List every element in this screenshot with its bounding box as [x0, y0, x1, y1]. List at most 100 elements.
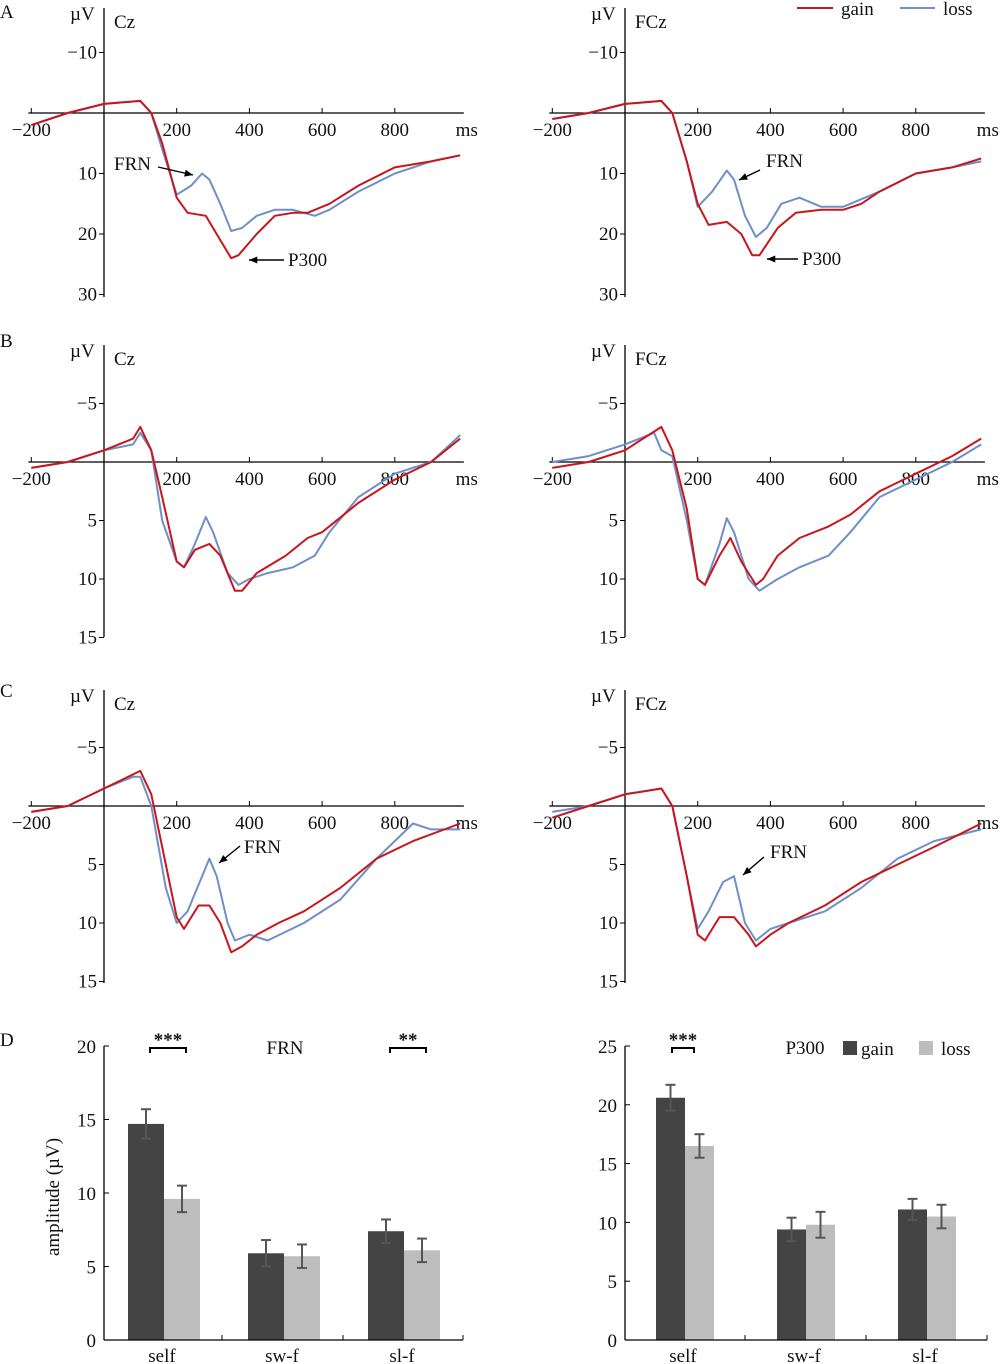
gain-bar-self: [128, 1123, 164, 1340]
gain-bar-sl-f: [898, 1209, 927, 1340]
x-tick-label: 400: [235, 813, 264, 834]
category-label: self: [669, 1346, 697, 1364]
arrowhead-icon: [743, 866, 752, 875]
x-tick-label: −200: [12, 469, 51, 490]
category-label: sw-f: [787, 1346, 821, 1364]
y-tick-label: 10: [599, 569, 618, 590]
arrowhead-icon: [767, 255, 776, 263]
category-label: sl-f: [389, 1346, 415, 1364]
y-tick-label: 0: [87, 1331, 97, 1352]
loss-bar-sl-f: [404, 1250, 440, 1340]
y-tick-label: 10: [78, 913, 97, 934]
y-axis-unit: µV: [70, 686, 95, 707]
y-tick-label: 20: [78, 224, 97, 245]
x-tick-label: 200: [162, 469, 191, 490]
x-axis-unit: ms: [977, 813, 999, 834]
p300-annotation: P300: [802, 249, 841, 270]
bar-chart-title: FRN: [267, 1038, 304, 1059]
loss-bar-self: [164, 1198, 200, 1340]
y-tick-label: 10: [78, 164, 97, 185]
y-tick-label: 0: [608, 1331, 618, 1352]
y-axis-label: amplitude (µV): [43, 1138, 64, 1256]
y-tick-label: 15: [599, 628, 618, 649]
panel-letter-b: B: [0, 331, 13, 352]
x-tick-label: 200: [162, 120, 191, 141]
category-label: self: [148, 1346, 176, 1364]
y-axis-unit: µV: [591, 341, 616, 362]
x-tick-label: 600: [308, 469, 337, 490]
y-tick-label: 5: [608, 1272, 618, 1293]
panel-letter-a: A: [0, 2, 14, 23]
y-axis-unit: µV: [591, 686, 616, 707]
p300-annotation: P300: [288, 250, 327, 271]
erp-panel-c-fcz: µV FCz −5 5 10 15 −200 200 400 600 800 ms FRN: [533, 686, 999, 993]
y-tick-label: 30: [599, 285, 618, 306]
x-tick-label: 200: [683, 469, 712, 490]
loss-bar-self: [685, 1145, 714, 1340]
gain-waveform: [31, 769, 461, 954]
channel-label: FCz: [635, 694, 667, 715]
significance-stars: ***: [154, 1030, 183, 1051]
x-tick-label: 200: [683, 120, 712, 141]
x-axis-unit: ms: [456, 813, 478, 834]
x-tick-label: 400: [235, 469, 264, 490]
x-tick-label: −200: [533, 813, 572, 834]
y-tick-label: 15: [78, 972, 97, 993]
x-tick-label: −200: [533, 120, 572, 141]
arrowhead-icon: [249, 256, 258, 264]
x-tick-label: 600: [308, 120, 337, 141]
significance-bracket: [149, 1047, 187, 1053]
x-tick-label: 600: [829, 469, 858, 490]
legend-gain-label: gain: [861, 1039, 894, 1060]
y-tick-label: 25: [598, 1037, 617, 1058]
loss-waveform: [552, 431, 982, 592]
y-axis-unit: µV: [70, 4, 95, 25]
x-tick-label: −200: [12, 120, 51, 141]
y-tick-label: 15: [598, 1155, 617, 1176]
x-tick-label: −200: [12, 813, 51, 834]
y-tick-label: 30: [78, 285, 97, 306]
panel-letter-c: C: [0, 681, 13, 702]
significance-bracket: [389, 1047, 427, 1053]
x-axis-unit: ms: [977, 120, 999, 141]
x-tick-label: −200: [533, 469, 572, 490]
erp-panel-c-cz: µV Cz −5 5 10 15 −200 200 400 600 800 ms FRN: [12, 686, 478, 993]
loss-bar-sl-f: [927, 1216, 956, 1340]
x-tick-label: 800: [381, 120, 410, 141]
legend-gain-swatch: [843, 1041, 857, 1055]
y-tick-label: 5: [609, 511, 619, 532]
line-legend: gain loss: [797, 0, 973, 20]
y-tick-label: 10: [598, 1213, 617, 1234]
loss-bar-sw-f: [806, 1224, 835, 1340]
category-label: sw-f: [265, 1346, 299, 1364]
significance-stars: ***: [669, 1030, 698, 1051]
arrowhead-icon: [219, 855, 228, 863]
y-tick-label: −5: [598, 738, 618, 759]
y-tick-label: −10: [67, 43, 97, 64]
channel-label: Cz: [114, 694, 135, 715]
bar-chart-title: P300: [785, 1038, 824, 1059]
bar-chart-p300: 0 5 10 15 20 25 self sw-f sl-f P300 *** gain loss: [598, 1030, 988, 1364]
erp-panel-a-fcz: µV FCz −10 10 20 30 −200 200 400 600 800 ms FRN P300: [533, 4, 999, 306]
x-tick-label: 400: [756, 469, 785, 490]
channel-label: FCz: [635, 12, 667, 33]
arrowhead-icon: [739, 173, 748, 180]
y-tick-label: 10: [599, 913, 618, 934]
gain-waveform: [30, 99, 461, 260]
gain-bar-self: [656, 1097, 685, 1340]
y-axis-unit: µV: [70, 341, 95, 362]
y-tick-label: −10: [588, 43, 618, 64]
y-tick-label: 5: [87, 1258, 97, 1279]
y-tick-label: 15: [599, 972, 618, 993]
y-tick-label: 15: [78, 628, 97, 649]
channel-label: Cz: [114, 12, 135, 33]
gain-waveform: [551, 787, 982, 948]
x-tick-label: 400: [235, 120, 264, 141]
frn-annotation: FRN: [244, 837, 281, 858]
erp-panel-a-cz: µV Cz −10 10 20 30 −200 200 400 600 800 ms FRN P300: [12, 4, 478, 306]
x-tick-label: 200: [683, 813, 712, 834]
panel-letter-d: D: [0, 1030, 14, 1051]
